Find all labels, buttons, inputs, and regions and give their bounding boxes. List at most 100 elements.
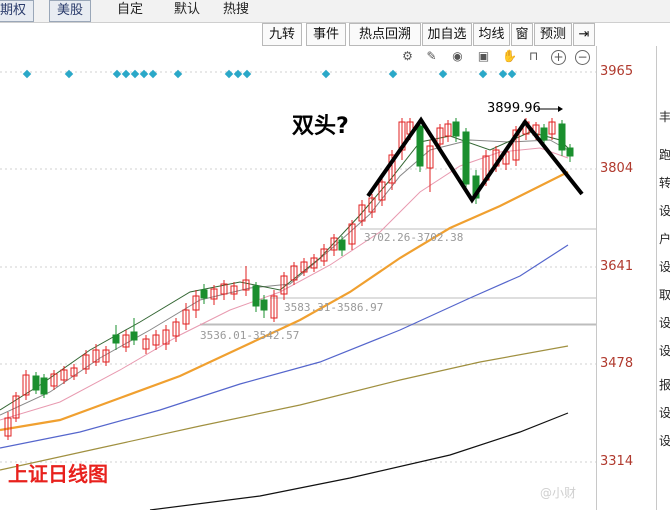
collapse-arrow-icon[interactable]: ⇥ bbox=[573, 23, 595, 46]
nine-turn-button[interactable]: 九转 bbox=[262, 23, 302, 46]
gap-label-2: 3583.31-3586.97 bbox=[284, 301, 383, 314]
gear-icon[interactable]: ⚙ bbox=[402, 49, 413, 63]
candle bbox=[130, 318, 138, 345]
price-axis-separator bbox=[596, 46, 597, 510]
panel-char: 设 bbox=[659, 434, 670, 448]
tab-us-stocks[interactable]: 美股 bbox=[49, 0, 92, 22]
panel-char: 跑 bbox=[659, 148, 670, 162]
candlestick-chart[interactable]: 3702.26-3702.38 3583.31-3586.97 3536.01-… bbox=[0, 46, 596, 510]
candle bbox=[426, 140, 434, 192]
ma-olive-line bbox=[0, 345, 569, 471]
candle bbox=[50, 370, 58, 390]
hotspot-review-button[interactable]: 热点回溯 bbox=[349, 23, 421, 46]
candle bbox=[358, 200, 366, 226]
candle bbox=[70, 364, 78, 380]
candle bbox=[300, 258, 308, 276]
price-axis-label: 3965 bbox=[600, 64, 634, 79]
gap-label-3: 3536.01-3542.57 bbox=[200, 329, 299, 342]
candle bbox=[540, 124, 548, 146]
price-axis-label: 3641 bbox=[600, 259, 634, 274]
price-gridlines bbox=[0, 71, 596, 463]
candle bbox=[82, 350, 90, 374]
candle bbox=[230, 282, 238, 300]
price-axis-label: 3478 bbox=[600, 356, 634, 371]
panel-char: 取 bbox=[659, 288, 670, 302]
briefcase-icon[interactable]: ▣ bbox=[477, 49, 490, 63]
candle bbox=[102, 346, 110, 366]
zoom-in-icon[interactable]: + bbox=[551, 50, 566, 65]
candle bbox=[182, 303, 190, 330]
price-axis-label: 3314 bbox=[600, 454, 634, 469]
candle bbox=[60, 366, 68, 384]
ma-blue-line bbox=[0, 244, 569, 449]
watermark: @小财 bbox=[540, 486, 577, 500]
candle bbox=[162, 325, 170, 350]
panel-char: 报 bbox=[659, 378, 670, 392]
candle bbox=[338, 236, 346, 256]
candle bbox=[4, 412, 12, 440]
tab-default[interactable]: 默认 bbox=[174, 2, 201, 17]
candle bbox=[320, 244, 328, 266]
candle bbox=[112, 325, 120, 350]
candle bbox=[242, 266, 250, 296]
right-info-panel: 丰 跑 转 设 户 设 取 设 设 报 设 设 bbox=[656, 46, 670, 510]
tab-hot-search[interactable]: 热搜 bbox=[223, 2, 250, 17]
candle bbox=[310, 254, 318, 272]
tab-custom[interactable]: 自定 bbox=[117, 2, 144, 17]
double-top-annotation-line bbox=[366, 116, 584, 204]
pencil-icon[interactable]: ✎ bbox=[426, 49, 437, 63]
candle bbox=[172, 318, 180, 342]
panel-char: 设 bbox=[659, 344, 670, 358]
candle bbox=[22, 370, 30, 400]
candle bbox=[378, 178, 386, 206]
candle bbox=[566, 144, 574, 162]
price-axis-label: 3804 bbox=[600, 161, 634, 176]
candle bbox=[252, 282, 260, 312]
ma-black-line bbox=[149, 412, 569, 510]
eye-icon[interactable]: ◉ bbox=[452, 49, 463, 63]
candle bbox=[452, 118, 460, 142]
candle bbox=[462, 128, 470, 192]
gap-label-1: 3702.26-3702.38 bbox=[364, 231, 463, 244]
tab-options[interactable]: 期权 bbox=[0, 0, 35, 22]
ma-gray-line bbox=[0, 139, 569, 416]
double-top-annotation-text: 双头? bbox=[292, 114, 349, 139]
candle bbox=[290, 262, 298, 285]
top-tab-bar: 期权 美股 自定 默认 热搜 bbox=[0, 0, 670, 23]
candle bbox=[558, 120, 566, 156]
panel-char: 户 bbox=[659, 232, 670, 246]
candle bbox=[348, 220, 356, 250]
high-price-label: 3899.96 bbox=[487, 101, 541, 116]
candle bbox=[122, 330, 130, 352]
candle bbox=[270, 290, 278, 322]
candles bbox=[4, 118, 574, 440]
forecast-button[interactable]: 预测 bbox=[534, 23, 572, 46]
lock-icon[interactable]: ⊓ bbox=[528, 49, 539, 63]
gap-lines bbox=[200, 228, 596, 326]
candle bbox=[92, 344, 100, 366]
candle bbox=[368, 194, 376, 218]
panel-char: 设 bbox=[659, 316, 670, 330]
panel-char: 丰 bbox=[659, 110, 670, 124]
panel-char: 设 bbox=[659, 406, 670, 420]
high-marker-arrow bbox=[558, 106, 563, 112]
candle bbox=[436, 124, 444, 150]
add-watchlist-button[interactable]: 加自选 bbox=[422, 23, 472, 46]
candle bbox=[142, 335, 150, 354]
zoom-out-icon[interactable]: − bbox=[575, 50, 590, 65]
candle bbox=[280, 272, 288, 300]
candle bbox=[330, 234, 338, 256]
events-button[interactable]: 事件 bbox=[306, 23, 346, 46]
chart-title: 上证日线图 bbox=[8, 462, 108, 486]
candle bbox=[192, 290, 200, 318]
event-markers bbox=[22, 69, 517, 79]
panel-char: 转 bbox=[659, 176, 670, 190]
window-button[interactable]: 窗 bbox=[511, 23, 533, 46]
hand-icon[interactable]: ✋ bbox=[502, 49, 517, 63]
candle bbox=[260, 295, 268, 318]
moving-average-button[interactable]: 均线 bbox=[473, 23, 510, 46]
ma-pink-line bbox=[0, 147, 569, 421]
candle bbox=[220, 280, 228, 300]
candle bbox=[416, 120, 424, 172]
candle bbox=[40, 374, 48, 398]
